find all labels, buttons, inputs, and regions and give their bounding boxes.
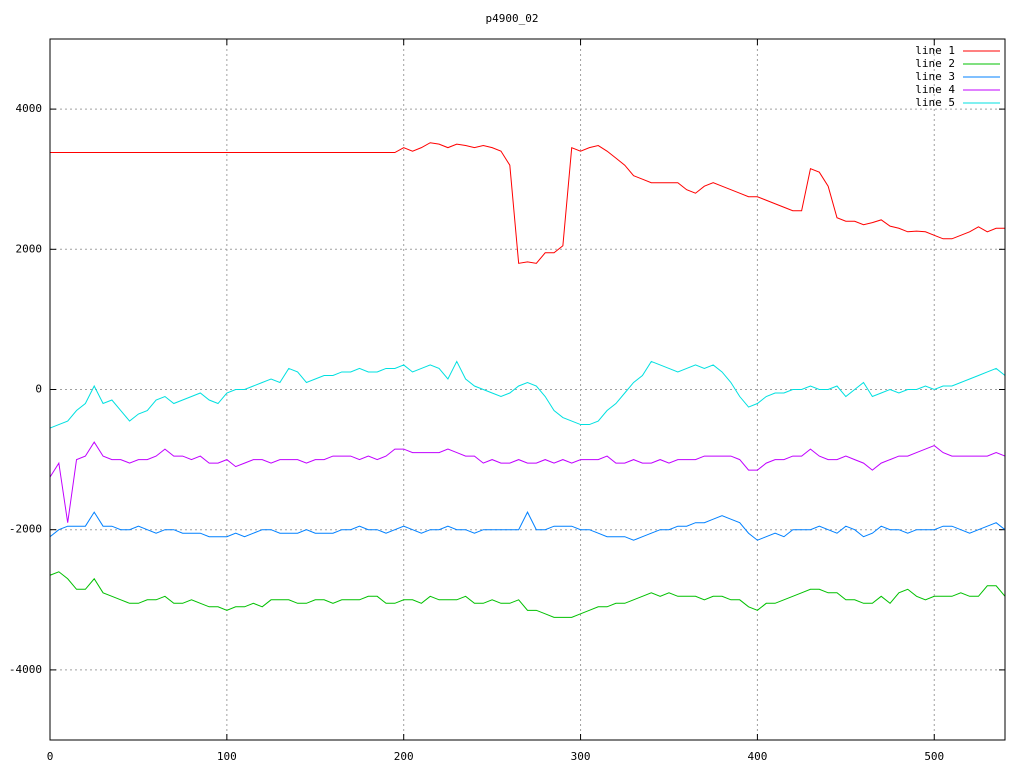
chart-title: p4900_02: [486, 12, 539, 25]
legend-label: line 1: [915, 44, 955, 57]
x-tick-label: 500: [924, 750, 944, 763]
x-tick-label: 0: [47, 750, 54, 763]
x-tick-label: 300: [571, 750, 591, 763]
y-tick-label: -2000: [9, 523, 42, 536]
x-tick-label: 200: [394, 750, 414, 763]
y-tick-label: 0: [35, 383, 42, 396]
series-line: [49, 360, 1006, 429]
series-line: [50, 142, 1005, 264]
y-tick-label: 2000: [16, 242, 43, 255]
x-tick-label: 400: [747, 750, 767, 763]
series-line: [49, 441, 1006, 523]
series-line: [49, 511, 1006, 541]
legend-label: line 2: [915, 57, 955, 70]
x-tick-label: 100: [217, 750, 237, 763]
y-tick-label: 4000: [16, 102, 43, 115]
y-tick-label: -4000: [9, 663, 42, 676]
legend-label: line 4: [915, 83, 955, 96]
legend-label: line 5: [915, 96, 955, 109]
legend-label: line 3: [915, 70, 955, 83]
plot-border: [49, 38, 1006, 741]
series-line: [49, 571, 1006, 618]
